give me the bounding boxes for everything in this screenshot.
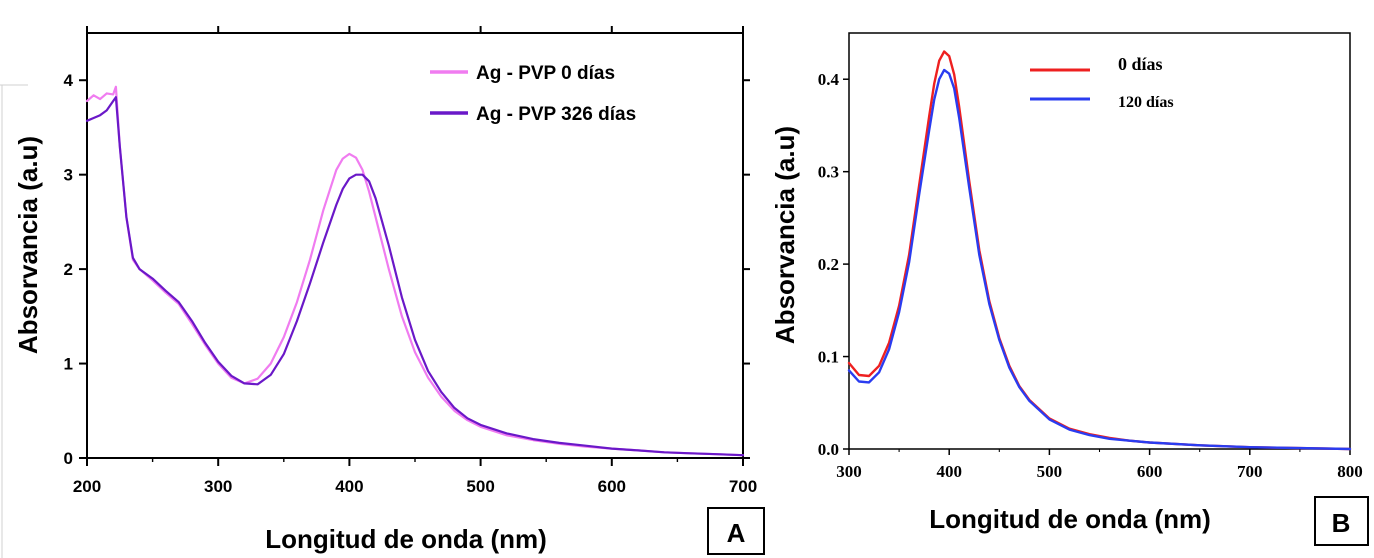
panel-b-label: B [1332,508,1351,538]
y-tick-label: 0.0 [818,440,839,459]
panel-b-plot-frame [848,32,1351,450]
y-tick-label: 3 [64,166,73,185]
panel-a-legend: Ag - PVP 0 días Ag - PVP 326 días [430,63,636,125]
panel-a-series [85,85,745,457]
legend-label-ag-pvp-326: Ag - PVP 326 días [476,104,636,125]
series-line-ag-pvp-326-d-as [85,96,745,457]
panel-a-label: A [727,518,746,548]
y-tick-label: 1 [64,355,73,374]
panel-b-label-box [1314,496,1369,546]
series-line-120-d-as [847,68,1352,451]
panel-b-legend: 0 días 120 días [1030,54,1174,111]
panel-b: 300 400 500 600 700 800 0.0 0.1 0.2 0.3 0.4 0 días… [770,32,1369,546]
x-tick-label: 300 [836,462,862,481]
legend-label-ag-pvp-0: Ag - PVP 0 días [476,63,615,84]
panel-b-ticks: 300 400 500 600 700 800 0.0 0.1 0.2 0.3 0.4 [818,70,1363,481]
panel-a-y-axis-label: Absorvancia (a.u) [13,136,43,354]
panel-a-label-box [707,507,765,555]
series-line-ag-pvp-0-d-as [85,85,745,457]
y-tick-label: 2 [64,260,73,279]
x-tick-label: 600 [598,477,626,496]
x-tick-label: 600 [1137,462,1163,481]
y-tick-label: 4 [64,71,74,90]
panel-a-x-axis-label: Longitud de onda (nm) [265,524,547,554]
series-line-0-d-as [847,50,1352,451]
y-tick-label: 0.1 [818,348,839,367]
legend-label-0-dias: 0 días [1118,54,1163,74]
panel-b-x-axis-label: Longitud de onda (nm) [929,504,1211,534]
x-tick-label: 800 [1337,462,1363,481]
panel-a-ticks: 200 300 400 500 600 700 0 1 2 3 4 [64,26,757,496]
legend-label-120-dias: 120 días [1118,94,1174,111]
panel-a: 200 300 400 500 600 700 0 1 2 3 4 Ag - PVP 0 días … [13,26,765,555]
panel-b-y-axis-label: Absorvancia (a.u) [770,126,800,344]
y-tick-label: 0.2 [818,255,839,274]
x-tick-label: 400 [936,462,962,481]
panel-b-series [847,50,1352,451]
x-tick-label: 500 [1037,462,1063,481]
y-tick-label: 0.3 [818,163,839,182]
x-tick-label: 300 [204,477,232,496]
y-tick-label: 0.4 [818,70,840,89]
x-tick-label: 700 [729,477,757,496]
x-tick-label: 700 [1237,462,1263,481]
y-tick-label: 0 [64,449,73,468]
panel-a-plot-frame [86,32,744,459]
x-tick-label: 400 [335,477,363,496]
x-tick-label: 200 [73,477,101,496]
x-tick-label: 500 [466,477,494,496]
